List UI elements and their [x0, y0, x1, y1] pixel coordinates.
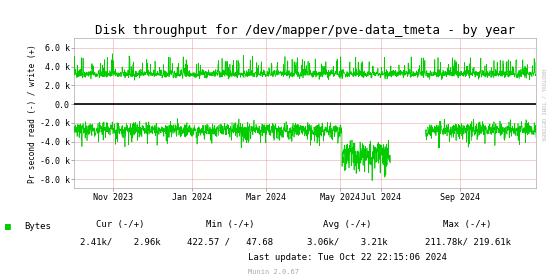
Text: RRDTOOL / TOBI OETIKER: RRDTOOL / TOBI OETIKER — [541, 69, 546, 140]
Text: Min (-/+): Min (-/+) — [206, 220, 254, 229]
Title: Disk throughput for /dev/mapper/pve-data_tmeta - by year: Disk throughput for /dev/mapper/pve-data… — [95, 24, 515, 37]
Text: 211.78k/ 219.61k: 211.78k/ 219.61k — [424, 238, 511, 247]
Text: ■: ■ — [5, 222, 11, 232]
Text: Max (-/+): Max (-/+) — [444, 220, 492, 229]
Text: Avg (-/+): Avg (-/+) — [323, 220, 371, 229]
Text: 2.41k/    2.96k: 2.41k/ 2.96k — [80, 238, 161, 247]
Text: Bytes: Bytes — [25, 222, 51, 231]
Text: Cur (-/+): Cur (-/+) — [96, 220, 144, 229]
Text: 422.57 /   47.68: 422.57 / 47.68 — [187, 238, 273, 247]
Y-axis label: Pr second read (-) / write (+): Pr second read (-) / write (+) — [28, 44, 37, 183]
Text: Last update: Tue Oct 22 22:15:06 2024: Last update: Tue Oct 22 22:15:06 2024 — [248, 253, 447, 262]
Text: 3.06k/    3.21k: 3.06k/ 3.21k — [307, 238, 388, 247]
Text: Munin 2.0.67: Munin 2.0.67 — [248, 269, 299, 275]
